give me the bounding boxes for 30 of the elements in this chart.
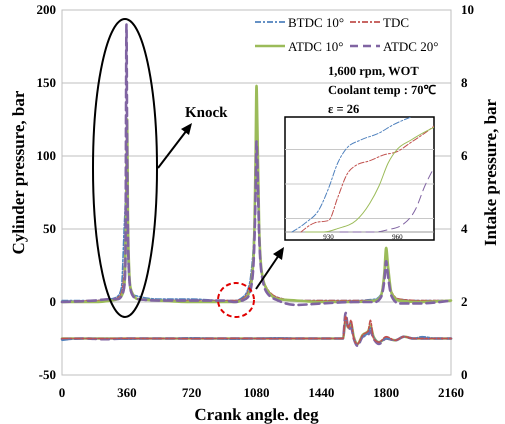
legend-label: ATDC 10°	[288, 39, 344, 54]
x-tick-label: 1800	[373, 385, 400, 400]
y2-tick-label: 2	[461, 294, 468, 309]
annotation: ε = 26	[328, 102, 360, 116]
annotation: 1,600 rpm, WOT	[328, 64, 420, 78]
annotation: Knock	[185, 105, 228, 121]
y-tick-label: 50	[43, 221, 56, 236]
x-tick-label: 720	[182, 385, 202, 400]
legend-label: BTDC 10°	[288, 15, 344, 30]
y2-tick-label: 6	[461, 148, 468, 163]
y2-axis-title: Intake pressure, bar	[481, 98, 500, 246]
y-axis-title: Cylinder pressure, bar	[9, 90, 28, 254]
annotation: Coolant temp : 70℃	[328, 83, 436, 97]
x-tick-label: 1440	[308, 385, 334, 400]
y2-tick-label: 4	[461, 221, 468, 236]
legend-label: ATDC 20°	[383, 39, 438, 54]
x-tick-label: 1080	[244, 385, 270, 400]
y-tick-label: 200	[36, 2, 56, 17]
y-tick-label: -50	[38, 367, 56, 382]
y2-tick-label: 8	[461, 75, 468, 90]
x-tick-label: 360	[117, 385, 137, 400]
y-tick-label: 100	[36, 148, 56, 163]
y2-tick-label: 0	[461, 367, 468, 382]
y2-tick-label: 10	[461, 2, 474, 17]
x-axis-title: Crank angle. deg	[194, 405, 320, 424]
y-tick-label: 150	[36, 75, 56, 90]
y-tick-label: 0	[50, 294, 56, 309]
x-tick-label: 0	[58, 385, 66, 400]
legend-label: TDC	[383, 15, 409, 30]
x-tick-label: 2160	[438, 385, 464, 400]
